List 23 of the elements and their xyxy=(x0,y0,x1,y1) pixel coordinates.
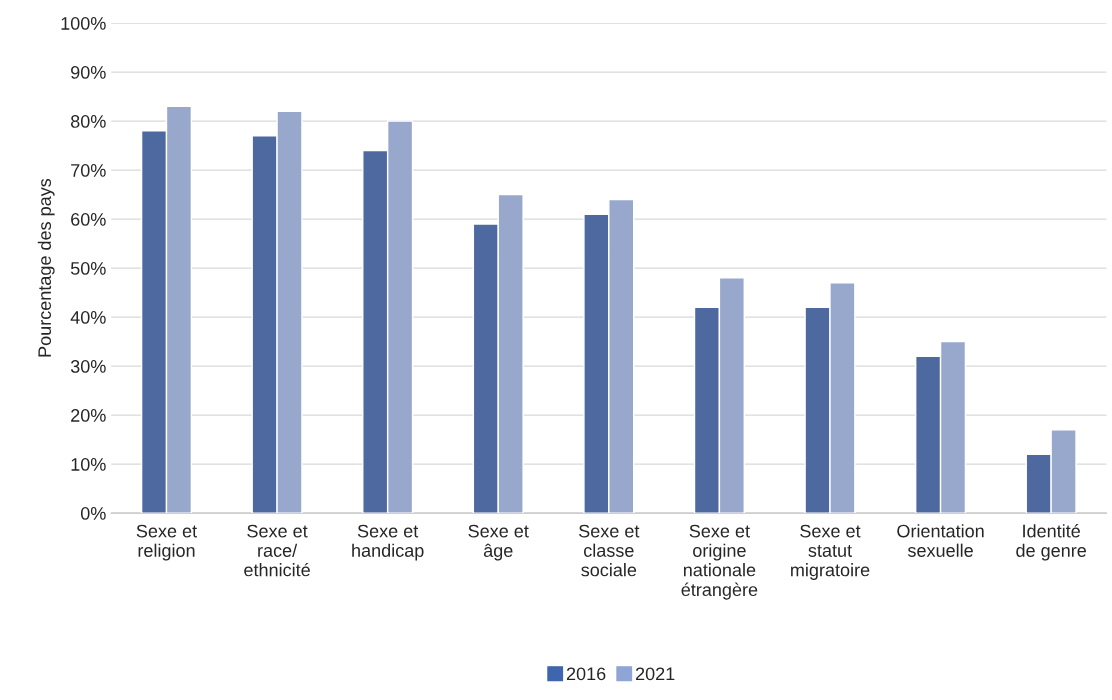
y-tick-label: 40% xyxy=(70,311,106,324)
y-tick-label: 0% xyxy=(80,507,106,520)
x-tick-label: Sexe et classe sociale xyxy=(579,524,640,577)
y-tick-label: 50% xyxy=(70,262,106,275)
x-tick-label: Sexe et race/ ethnicité xyxy=(244,524,310,577)
y-axis-title: Pourcentage des pays xyxy=(37,178,55,357)
y-tick-label: 90% xyxy=(71,66,106,79)
x-tick-label: Sexe et handicap xyxy=(352,524,424,561)
y-tick-label: 100% xyxy=(61,17,106,30)
y-tick-label: 30% xyxy=(70,360,106,373)
x-tick-label: Identité de genre xyxy=(1016,524,1086,561)
y-tick-label: 60% xyxy=(71,213,106,226)
x-tick-label: Sexe et religion xyxy=(136,524,197,561)
x-tick-label: Sexe et âge xyxy=(468,524,529,561)
x-tick-label: Orientation sexuelle xyxy=(897,524,984,557)
legend-label: 2016 xyxy=(566,667,606,681)
legend-label: 2021 xyxy=(635,667,675,681)
y-tick-label: 80% xyxy=(70,115,106,128)
x-tick-label: Sexe et statut migratoire xyxy=(791,524,870,580)
y-tick-label: 70% xyxy=(71,164,106,177)
y-tick-label: 20% xyxy=(71,409,106,422)
x-tick-label: Sexe et origine nationale étrangère xyxy=(681,524,758,600)
y-tick-label: 10% xyxy=(71,458,106,471)
